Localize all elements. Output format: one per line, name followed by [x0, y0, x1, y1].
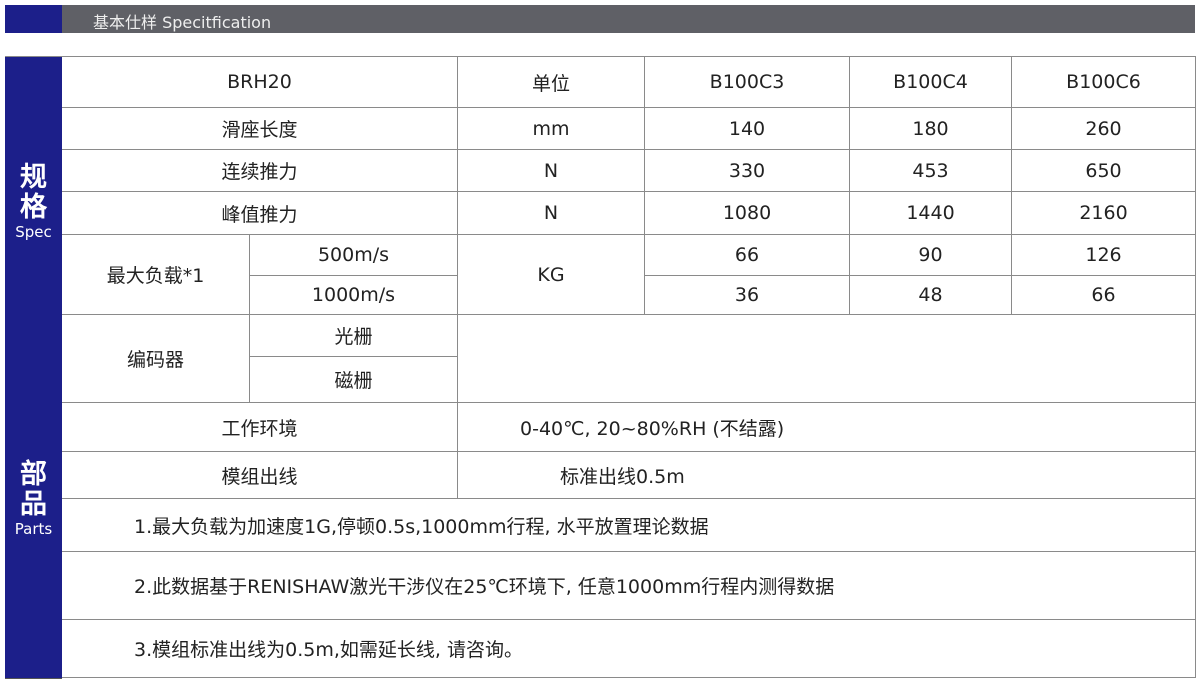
row-value: 66 [1012, 276, 1196, 315]
row-value: 48 [850, 276, 1012, 315]
parts-side-label: 部品 Parts [5, 315, 62, 679]
spec-side-label: 规格 Spec [5, 57, 62, 316]
header-b100c6: B100C6 [1012, 57, 1196, 108]
row-value: 36 [645, 276, 850, 315]
max-load-unit: KG [458, 235, 645, 315]
row-value: 260 [1012, 108, 1196, 150]
row-value: 126 [1012, 235, 1196, 276]
note-3: 3.模组标准出线为0.5m,如需延长线, 请咨询。 [62, 620, 1196, 678]
cable-value: 标准出线0.5m [458, 452, 1196, 499]
row-value: 453 [850, 150, 1012, 192]
table-top-border [5, 56, 1196, 57]
parts-zh-1: 部 [20, 459, 47, 490]
row-unit: N [458, 192, 645, 235]
row-value: 140 [645, 108, 850, 150]
header-accent [5, 5, 62, 33]
environment-label: 工作环境 [62, 403, 458, 452]
section-header: 基本仕样 Specitfication [5, 5, 1195, 33]
spec-zh-1: 规 [20, 162, 47, 193]
row-value: 650 [1012, 150, 1196, 192]
row-unit: mm [458, 108, 645, 150]
header-b100c3: B100C3 [645, 57, 850, 108]
header-model: BRH20 [62, 57, 458, 108]
encoder-label: 编码器 [62, 315, 250, 403]
max-load-sub-label: 1000m/s [250, 276, 458, 315]
row-value: 180 [850, 108, 1012, 150]
row-value: 330 [645, 150, 850, 192]
row-value: 2160 [1012, 192, 1196, 235]
environment-value: 0-40℃, 20~80%RH (不结露) [458, 403, 1196, 452]
encoder-optical: 光栅 [250, 315, 458, 357]
row-value: 1440 [850, 192, 1012, 235]
cable-label: 模组出线 [62, 452, 458, 499]
row-value: 66 [645, 235, 850, 276]
row-label: 滑座长度 [62, 108, 458, 150]
row-value: 90 [850, 235, 1012, 276]
note-1: 1.最大负载为加速度1G,停顿0.5s,1000mm行程, 水平放置理论数据 [62, 499, 1196, 552]
spec-zh-2: 格 [20, 192, 47, 223]
parts-zh-2: 品 [20, 489, 47, 520]
row-label: 连续推力 [62, 150, 458, 192]
encoder-magnetic: 磁栅 [250, 357, 458, 403]
max-load-sub-label: 500m/s [250, 235, 458, 276]
section-title: 基本仕样 Specitfication [93, 13, 272, 32]
row-label: 峰值推力 [62, 192, 458, 235]
row-value: 1080 [645, 192, 850, 235]
parts-en: Parts [14, 520, 53, 538]
header-unit: 单位 [458, 57, 645, 108]
encoder-value-empty [458, 315, 1196, 403]
header-b100c4: B100C4 [850, 57, 1012, 108]
row-unit: N [458, 150, 645, 192]
note-2: 2.此数据基于RENISHAW激光干涉仪在25℃环境下, 任意1000mm行程内… [62, 552, 1196, 620]
spec-en: Spec [15, 223, 52, 241]
max-load-label: 最大负载*1 [62, 235, 250, 315]
